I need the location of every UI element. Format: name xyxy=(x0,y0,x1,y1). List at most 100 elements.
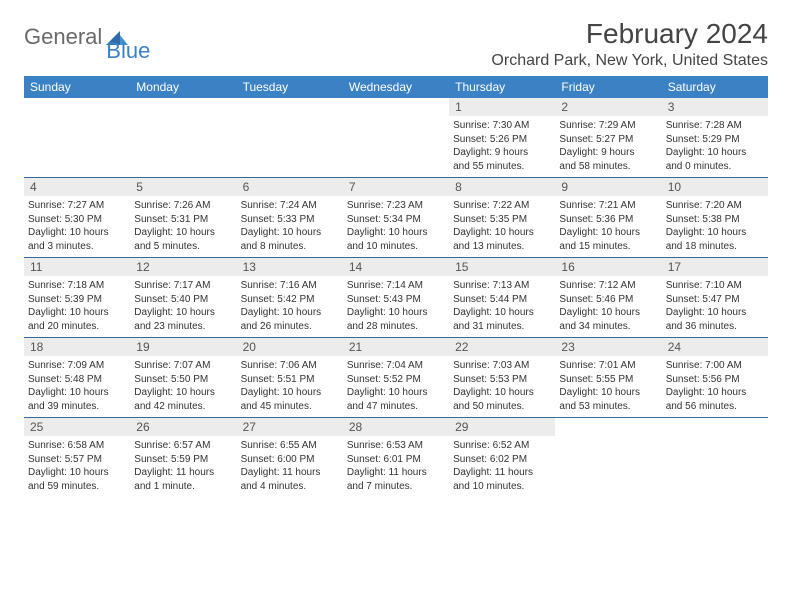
day-cell: 29Sunrise: 6:52 AMSunset: 6:02 PMDayligh… xyxy=(449,418,555,497)
daylight-line1: Daylight: 9 hours xyxy=(559,146,657,160)
day-number: 21 xyxy=(343,338,449,356)
sunset-text: Sunset: 5:52 PM xyxy=(347,373,445,387)
day-number: 27 xyxy=(237,418,343,436)
sunrise-text: Sunrise: 7:30 AM xyxy=(453,119,551,133)
sunset-text: Sunset: 5:47 PM xyxy=(666,293,764,307)
sunrise-text: Sunrise: 7:23 AM xyxy=(347,199,445,213)
sunrise-text: Sunrise: 7:07 AM xyxy=(134,359,232,373)
day-details: Sunrise: 7:17 AMSunset: 5:40 PMDaylight:… xyxy=(130,276,236,337)
day-details: Sunrise: 6:58 AMSunset: 5:57 PMDaylight:… xyxy=(24,436,130,497)
day-number: 16 xyxy=(555,258,661,276)
daylight-line2: and 15 minutes. xyxy=(559,240,657,254)
sunset-text: Sunset: 5:55 PM xyxy=(559,373,657,387)
day-details: Sunrise: 7:07 AMSunset: 5:50 PMDaylight:… xyxy=(130,356,236,417)
day-number: 10 xyxy=(662,178,768,196)
weekday-thursday: Thursday xyxy=(449,76,555,98)
sunrise-text: Sunrise: 6:52 AM xyxy=(453,439,551,453)
daylight-line2: and 5 minutes. xyxy=(134,240,232,254)
sunrise-text: Sunrise: 7:24 AM xyxy=(241,199,339,213)
logo-word1: General xyxy=(24,24,102,50)
daylight-line1: Daylight: 10 hours xyxy=(666,386,764,400)
daylight-line1: Daylight: 10 hours xyxy=(134,306,232,320)
sunrise-text: Sunrise: 7:01 AM xyxy=(559,359,657,373)
day-cell: 12Sunrise: 7:17 AMSunset: 5:40 PMDayligh… xyxy=(130,258,236,337)
sunset-text: Sunset: 5:53 PM xyxy=(453,373,551,387)
daylight-line2: and 45 minutes. xyxy=(241,400,339,414)
calendar: SundayMondayTuesdayWednesdayThursdayFrid… xyxy=(24,76,768,497)
daylight-line2: and 18 minutes. xyxy=(666,240,764,254)
week-row: 25Sunrise: 6:58 AMSunset: 5:57 PMDayligh… xyxy=(24,418,768,497)
day-number: 26 xyxy=(130,418,236,436)
daylight-line1: Daylight: 10 hours xyxy=(453,226,551,240)
day-number: 28 xyxy=(343,418,449,436)
sunset-text: Sunset: 6:01 PM xyxy=(347,453,445,467)
day-cell-empty xyxy=(130,98,236,177)
weekday-sunday: Sunday xyxy=(24,76,130,98)
sunrise-text: Sunrise: 7:20 AM xyxy=(666,199,764,213)
day-number: 19 xyxy=(130,338,236,356)
day-number: 11 xyxy=(24,258,130,276)
sunset-text: Sunset: 5:42 PM xyxy=(241,293,339,307)
day-details: Sunrise: 6:57 AMSunset: 5:59 PMDaylight:… xyxy=(130,436,236,497)
day-cell: 9Sunrise: 7:21 AMSunset: 5:36 PMDaylight… xyxy=(555,178,661,257)
daylight-line2: and 59 minutes. xyxy=(28,480,126,494)
daylight-line1: Daylight: 10 hours xyxy=(241,386,339,400)
sunset-text: Sunset: 6:00 PM xyxy=(241,453,339,467)
day-cell: 26Sunrise: 6:57 AMSunset: 5:59 PMDayligh… xyxy=(130,418,236,497)
day-cell: 8Sunrise: 7:22 AMSunset: 5:35 PMDaylight… xyxy=(449,178,555,257)
daylight-line1: Daylight: 10 hours xyxy=(559,226,657,240)
day-cell: 22Sunrise: 7:03 AMSunset: 5:53 PMDayligh… xyxy=(449,338,555,417)
daylight-line1: Daylight: 10 hours xyxy=(28,306,126,320)
daylight-line1: Daylight: 11 hours xyxy=(453,466,551,480)
day-details: Sunrise: 7:13 AMSunset: 5:44 PMDaylight:… xyxy=(449,276,555,337)
sunrise-text: Sunrise: 7:29 AM xyxy=(559,119,657,133)
daylight-line2: and 10 minutes. xyxy=(453,480,551,494)
day-cell-empty xyxy=(555,418,661,497)
logo: General Blue xyxy=(24,18,172,50)
day-details: Sunrise: 7:27 AMSunset: 5:30 PMDaylight:… xyxy=(24,196,130,257)
day-cell: 17Sunrise: 7:10 AMSunset: 5:47 PMDayligh… xyxy=(662,258,768,337)
sunrise-text: Sunrise: 7:04 AM xyxy=(347,359,445,373)
day-cell: 25Sunrise: 6:58 AMSunset: 5:57 PMDayligh… xyxy=(24,418,130,497)
daylight-line1: Daylight: 10 hours xyxy=(453,386,551,400)
sunset-text: Sunset: 5:27 PM xyxy=(559,133,657,147)
sunset-text: Sunset: 5:34 PM xyxy=(347,213,445,227)
day-details: Sunrise: 6:52 AMSunset: 6:02 PMDaylight:… xyxy=(449,436,555,497)
day-number: 4 xyxy=(24,178,130,196)
day-cell: 6Sunrise: 7:24 AMSunset: 5:33 PMDaylight… xyxy=(237,178,343,257)
day-details: Sunrise: 7:12 AMSunset: 5:46 PMDaylight:… xyxy=(555,276,661,337)
day-details: Sunrise: 7:23 AMSunset: 5:34 PMDaylight:… xyxy=(343,196,449,257)
day-details: Sunrise: 7:22 AMSunset: 5:35 PMDaylight:… xyxy=(449,196,555,257)
sunset-text: Sunset: 5:31 PM xyxy=(134,213,232,227)
day-cell: 20Sunrise: 7:06 AMSunset: 5:51 PMDayligh… xyxy=(237,338,343,417)
daylight-line2: and 4 minutes. xyxy=(241,480,339,494)
day-cell-empty xyxy=(24,98,130,177)
daylight-line2: and 39 minutes. xyxy=(28,400,126,414)
sunset-text: Sunset: 5:44 PM xyxy=(453,293,551,307)
day-number: 9 xyxy=(555,178,661,196)
sunset-text: Sunset: 5:51 PM xyxy=(241,373,339,387)
day-cell: 2Sunrise: 7:29 AMSunset: 5:27 PMDaylight… xyxy=(555,98,661,177)
sunset-text: Sunset: 5:50 PM xyxy=(134,373,232,387)
sunrise-text: Sunrise: 7:16 AM xyxy=(241,279,339,293)
daylight-line1: Daylight: 11 hours xyxy=(241,466,339,480)
logo-word2: Blue xyxy=(106,38,150,64)
sunset-text: Sunset: 5:43 PM xyxy=(347,293,445,307)
day-number: 6 xyxy=(237,178,343,196)
weekday-monday: Monday xyxy=(130,76,236,98)
day-details: Sunrise: 7:16 AMSunset: 5:42 PMDaylight:… xyxy=(237,276,343,337)
day-cell: 5Sunrise: 7:26 AMSunset: 5:31 PMDaylight… xyxy=(130,178,236,257)
title-block: February 2024 Orchard Park, New York, Un… xyxy=(491,18,768,70)
day-details: Sunrise: 7:29 AMSunset: 5:27 PMDaylight:… xyxy=(555,116,661,177)
sunset-text: Sunset: 5:35 PM xyxy=(453,213,551,227)
day-number: 2 xyxy=(555,98,661,116)
day-cell: 21Sunrise: 7:04 AMSunset: 5:52 PMDayligh… xyxy=(343,338,449,417)
weekday-header-row: SundayMondayTuesdayWednesdayThursdayFrid… xyxy=(24,76,768,98)
daylight-line1: Daylight: 10 hours xyxy=(347,226,445,240)
daylight-line2: and 58 minutes. xyxy=(559,160,657,174)
daylight-line2: and 20 minutes. xyxy=(28,320,126,334)
sunset-text: Sunset: 5:40 PM xyxy=(134,293,232,307)
daylight-line1: Daylight: 10 hours xyxy=(666,226,764,240)
day-details: Sunrise: 7:28 AMSunset: 5:29 PMDaylight:… xyxy=(662,116,768,177)
page-header: General Blue February 2024 Orchard Park,… xyxy=(24,18,768,70)
